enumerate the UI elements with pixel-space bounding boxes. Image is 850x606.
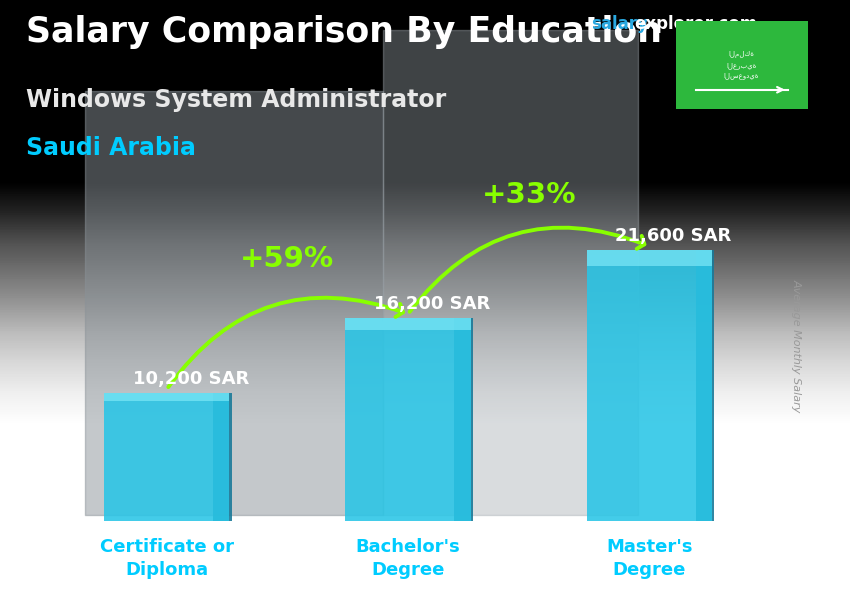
Text: Windows System Administrator: Windows System Administrator xyxy=(26,88,445,112)
Bar xyxy=(213,393,232,521)
Text: Salary Comparison By Education: Salary Comparison By Education xyxy=(26,15,661,49)
Y-axis label: Average Monthly Salary: Average Monthly Salary xyxy=(791,279,802,412)
Bar xyxy=(586,250,712,266)
Text: 21,600 SAR: 21,600 SAR xyxy=(615,227,732,245)
Bar xyxy=(455,318,473,521)
Text: Saudi Arabia: Saudi Arabia xyxy=(26,136,196,161)
Text: 10,200 SAR: 10,200 SAR xyxy=(133,370,249,388)
Bar xyxy=(586,250,712,521)
Text: salary: salary xyxy=(591,15,648,33)
Bar xyxy=(345,318,471,330)
Bar xyxy=(345,318,471,521)
Text: +33%: +33% xyxy=(481,181,576,209)
Bar xyxy=(104,393,230,401)
Text: 16,200 SAR: 16,200 SAR xyxy=(374,295,490,313)
Text: العربية: العربية xyxy=(727,62,756,68)
Bar xyxy=(695,250,715,521)
Text: explorer: explorer xyxy=(634,15,713,33)
Text: السعودية: السعودية xyxy=(724,72,759,79)
Text: +59%: +59% xyxy=(241,245,334,273)
Bar xyxy=(104,393,230,521)
Text: الملكة: الملكة xyxy=(728,51,755,58)
Text: .com: .com xyxy=(712,15,757,33)
